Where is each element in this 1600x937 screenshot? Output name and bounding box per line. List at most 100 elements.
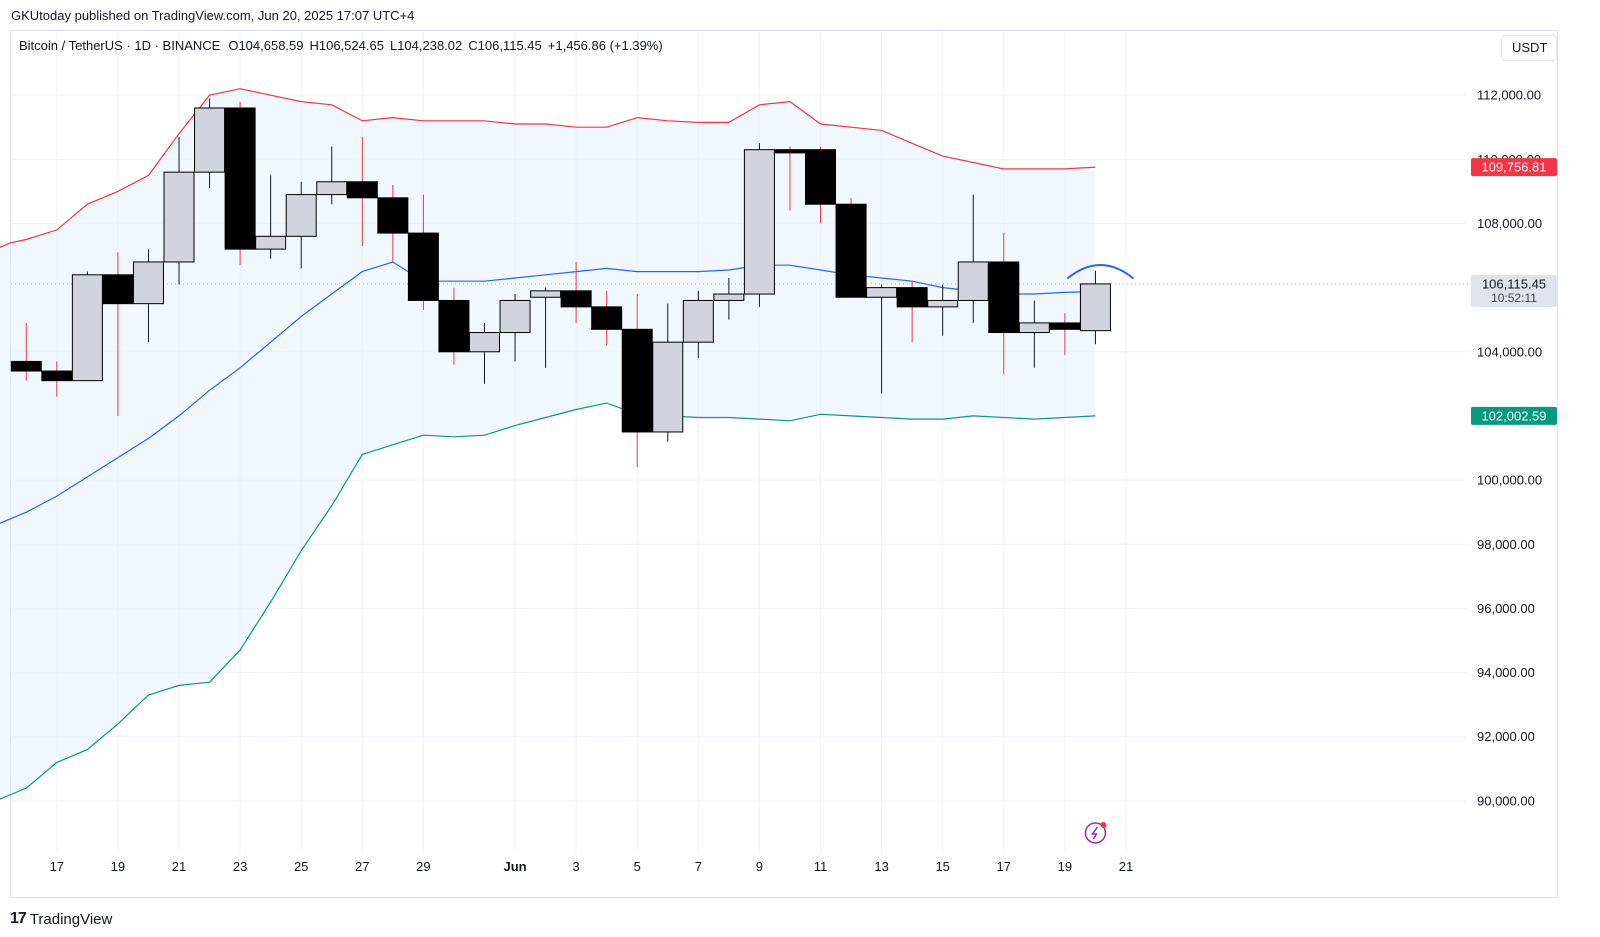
candle [41, 361, 73, 397]
candle-body [102, 274, 134, 305]
y-tick-label: 104,000.00 [1477, 344, 1542, 359]
y-tick-label: 108,000.00 [1477, 216, 1542, 231]
candle-body [346, 181, 378, 199]
x-tick-label: 19 [111, 859, 125, 874]
lower-band-line [0, 402, 1096, 800]
candle [560, 261, 592, 323]
y-tick-label: 112,000.00 [1477, 88, 1541, 103]
middle-band-line [0, 261, 1096, 524]
candle [682, 290, 714, 359]
symbol-legend: Bitcoin / TetherUS · 1D · BINANCE O104,65… [19, 38, 669, 53]
candle-body [621, 328, 653, 433]
x-tick-label: 17 [50, 859, 64, 874]
x-tick-label: 5 [634, 859, 641, 874]
last-price-tag-bg [1471, 274, 1557, 307]
legend-change: +1,456.86 (+1.39%) [547, 38, 663, 53]
candle-body [194, 107, 226, 173]
x-tick-label: 21 [172, 859, 186, 874]
candle-body [988, 261, 1020, 334]
candle [866, 284, 898, 394]
legend-low: L104,238.02 [389, 38, 463, 53]
lower-band-tag-bg [1471, 406, 1557, 425]
symbol-name[interactable]: Bitcoin / TetherUS · 1D · BINANCE [19, 38, 221, 53]
candle [530, 287, 562, 368]
candle-body [774, 149, 806, 154]
candle [957, 194, 989, 323]
candle-body [866, 287, 898, 298]
y-tick-label: 100,000.00 [1477, 473, 1542, 488]
candle-body [896, 287, 928, 308]
x-tick-label: 15 [935, 859, 949, 874]
y-tick-label: 94,000.00 [1477, 665, 1535, 680]
candle-body [835, 203, 867, 298]
candle [1079, 270, 1111, 345]
candle [407, 194, 439, 311]
candle-body [224, 107, 256, 250]
x-tick-label: 27 [355, 859, 369, 874]
brand-name: TradingView [29, 910, 113, 928]
x-tick-label: 25 [294, 859, 308, 874]
legend-close: C106,115.45 [468, 38, 542, 53]
candle [805, 146, 837, 224]
candle-body [1049, 322, 1081, 330]
legend-open: O104,658.59 [228, 38, 304, 53]
tradingview-logo-icon: 17 [10, 910, 27, 927]
candle-body [163, 171, 195, 263]
candle [927, 284, 959, 336]
candle [438, 287, 470, 365]
candle-body [682, 299, 714, 343]
axes: 90,000.00 92,000.00 94,000.00 96,000.00 98,0… [50, 88, 1542, 874]
lightning-icon [1084, 822, 1107, 844]
x-tick-label: 3 [573, 859, 580, 874]
x-tick-label: 23 [233, 859, 247, 874]
lower-band-tag: 102,002.59 [1471, 406, 1557, 425]
candle [1049, 313, 1081, 355]
candle-body [132, 261, 164, 305]
notification-dot-icon [1100, 821, 1107, 828]
x-tick-label: 19 [1058, 859, 1072, 874]
countdown-text: 10:52:11 [1491, 291, 1537, 305]
candle [71, 271, 103, 382]
bollinger-bands [0, 88, 1470, 800]
last-price-text: 106,115.45 [1482, 276, 1546, 291]
tradingview-branding[interactable]: 17 TradingView [10, 910, 112, 928]
candle [102, 252, 134, 416]
upper-band-tag: 109,756.81 [1471, 158, 1557, 177]
y-tick-label: 92,000.00 [1477, 729, 1535, 744]
y-tick-label: 90,000.00 [1477, 793, 1535, 808]
candle-body [1018, 322, 1050, 334]
candle-body [316, 181, 348, 196]
currency-button[interactable]: USDT [1501, 35, 1557, 61]
candle-body [957, 261, 989, 301]
candle-body [499, 299, 531, 334]
x-tick-label: 13 [874, 859, 888, 874]
candle-body [1079, 283, 1111, 332]
upper-band-tag-bg [1471, 158, 1557, 177]
candle-body [41, 370, 73, 382]
upper-band-line [0, 88, 1096, 248]
candle-body [255, 235, 287, 250]
candle-body [10, 360, 42, 372]
candle [743, 143, 775, 307]
candle [163, 136, 195, 285]
lightning-bolt-icon [1090, 826, 1099, 840]
candle-body [805, 149, 837, 205]
candle [988, 233, 1020, 375]
y-tick-label: 98,000.00 [1477, 537, 1535, 552]
candle [835, 197, 867, 298]
candle [896, 281, 928, 343]
candle [713, 278, 745, 320]
candle [774, 146, 806, 211]
legend-high: H106,524.65 [309, 38, 384, 53]
candle-body [530, 290, 562, 298]
candle [194, 98, 226, 189]
candle-body [468, 332, 500, 353]
price-tags: 109,756.81105,879.70102,002.59106,115.45… [1471, 158, 1557, 425]
candle-body [713, 293, 745, 301]
candle [285, 181, 317, 269]
candle [10, 322, 42, 381]
projection-arc [1066, 264, 1135, 280]
